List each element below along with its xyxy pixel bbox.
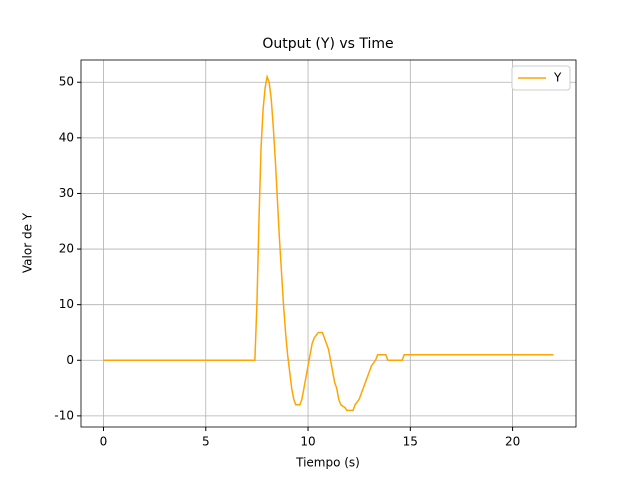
y-tick-label: 20 xyxy=(59,242,74,256)
data-line xyxy=(103,73,554,412)
y-axis-label: Valor de Y xyxy=(21,212,35,273)
y-tick-label: 30 xyxy=(59,186,74,200)
x-axis-label: Tiempo (s) xyxy=(295,456,360,470)
y-tick-label: 0 xyxy=(66,353,74,367)
y-tick-label: 50 xyxy=(59,75,74,89)
x-tick-label: 5 xyxy=(202,435,210,449)
x-tick-label: 15 xyxy=(403,435,418,449)
x-tick-label: 20 xyxy=(505,435,520,449)
y-tick-label: -10 xyxy=(54,408,74,422)
chart-title: Output (Y) vs Time xyxy=(262,36,393,52)
y-tick-label: 10 xyxy=(59,297,74,311)
x-tick-label: 0 xyxy=(100,435,108,449)
x-tick-label: 10 xyxy=(300,435,315,449)
plot-frame xyxy=(80,59,577,428)
y-tick-label: 40 xyxy=(59,130,74,144)
legend-label: Y xyxy=(553,71,562,85)
